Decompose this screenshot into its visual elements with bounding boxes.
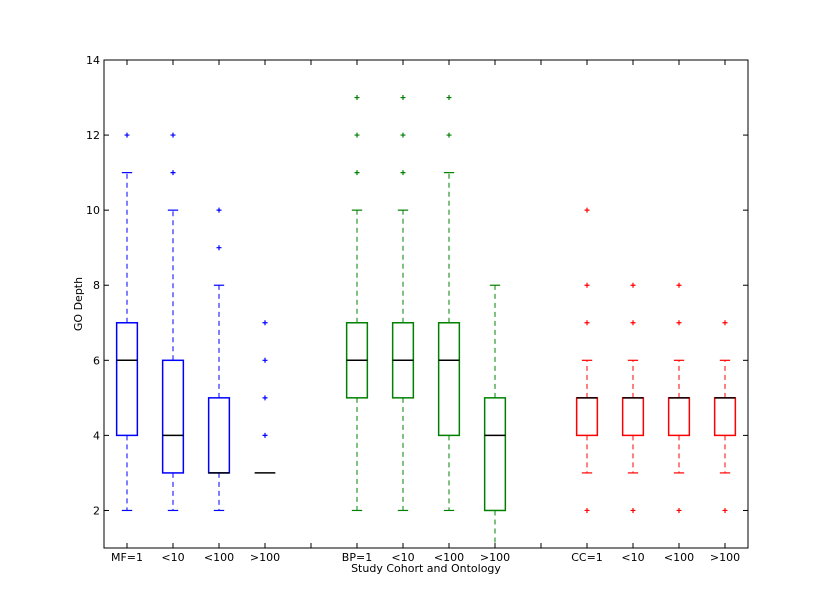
outlier-point <box>262 357 268 363</box>
outlier-point <box>216 245 222 251</box>
box-iqr <box>713 397 737 437</box>
box-iqr <box>161 359 185 474</box>
box-iqr <box>575 397 599 437</box>
x-axis-title: Study Cohort and Ontology <box>351 562 501 575</box>
box-12 <box>621 282 645 513</box>
box-iqr <box>115 322 139 437</box>
outlier-point <box>124 132 130 138</box>
box-3 <box>207 207 231 512</box>
outlier-point <box>354 132 360 138</box>
chart-marks <box>115 95 737 548</box>
x-tick-label: >100 <box>250 551 280 564</box>
outlier-point <box>584 282 590 288</box>
x-tick-label: <100 <box>434 551 464 564</box>
box-11 <box>575 207 599 513</box>
outlier-point <box>354 95 360 101</box>
box-8 <box>437 95 461 512</box>
box-6 <box>345 95 369 512</box>
box-14 <box>713 320 737 513</box>
x-tick-label: BP=1 <box>342 551 372 564</box>
x-tick-label: <100 <box>204 551 234 564</box>
x-tick-label: MF=1 <box>111 551 143 564</box>
box-7 <box>391 95 415 512</box>
box-iqr <box>207 397 231 474</box>
x-tick-label: <10 <box>391 551 414 564</box>
box-1 <box>115 132 139 512</box>
y-axis-title: GO Depth <box>72 277 85 331</box>
y-axis: 2 4 6 8 10 12 14 <box>86 54 748 517</box>
outlier-point <box>446 132 452 138</box>
outlier-point <box>262 320 268 326</box>
outlier-point <box>400 132 406 138</box>
x-tick-label: >100 <box>480 551 510 564</box>
outlier-point <box>170 170 176 176</box>
x-axis: MF=1 <10 <100 >100 BP=1 <10 <100 >100 CC=1 <10 <10… <box>111 60 740 564</box>
outlier-point <box>584 207 590 213</box>
outlier-point <box>262 432 268 438</box>
outlier-point <box>630 282 636 288</box>
outlier-point <box>630 507 636 513</box>
box-9 <box>483 284 507 548</box>
x-tick-label: <10 <box>621 551 644 564</box>
outlier-point <box>354 170 360 176</box>
outlier-point <box>216 207 222 213</box>
y-tick-label: 12 <box>86 129 100 142</box>
y-tick-label: 2 <box>93 504 100 517</box>
plot-frame <box>103 59 749 549</box>
box-iqr <box>667 397 691 437</box>
y-tick-label: 10 <box>86 204 100 217</box>
box-iqr <box>437 322 461 437</box>
box-13 <box>667 282 691 513</box>
y-tick-label: 8 <box>93 279 100 292</box>
outlier-point <box>584 507 590 513</box>
y-tick-label: 4 <box>93 429 100 442</box>
outlier-point <box>584 320 590 326</box>
box-2 <box>161 132 185 512</box>
x-tick-label: <100 <box>664 551 694 564</box>
outlier-point <box>676 320 682 326</box>
box-iqr <box>621 397 645 437</box>
outlier-point <box>262 395 268 401</box>
outlier-point <box>722 507 728 513</box>
outlier-point <box>400 170 406 176</box>
x-tick-label: <10 <box>161 551 184 564</box>
outlier-point <box>446 95 452 101</box>
outlier-point <box>630 320 636 326</box>
y-tick-label: 14 <box>86 54 100 67</box>
x-tick-label: >100 <box>710 551 740 564</box>
box-4 <box>254 320 276 474</box>
x-tick-label: CC=1 <box>571 551 603 564</box>
box-iqr <box>483 397 507 512</box>
y-tick-label: 6 <box>93 354 100 367</box>
outlier-point <box>676 507 682 513</box>
outlier-point <box>170 132 176 138</box>
outlier-point <box>722 320 728 326</box>
outlier-point <box>400 95 406 101</box>
outlier-point <box>676 282 682 288</box>
